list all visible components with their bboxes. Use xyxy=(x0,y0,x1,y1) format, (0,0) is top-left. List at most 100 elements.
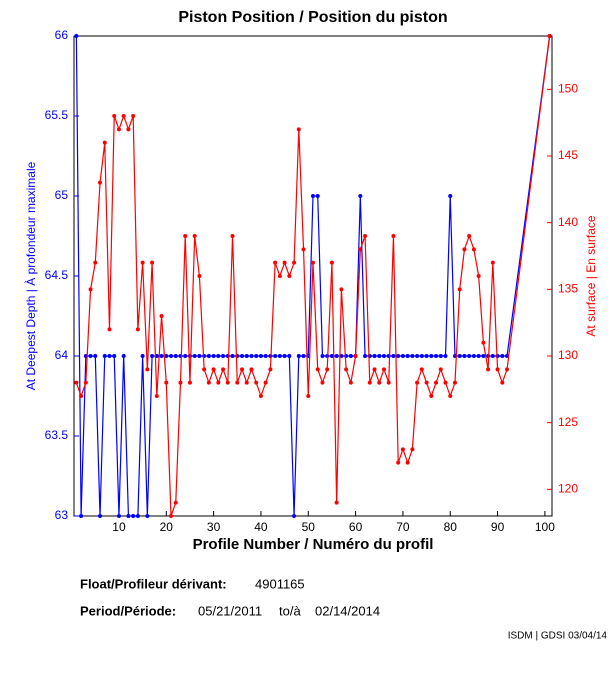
period-to: to/à xyxy=(279,603,301,618)
data-point xyxy=(74,380,79,385)
data-point xyxy=(74,34,79,38)
data-point xyxy=(173,500,178,505)
data-point xyxy=(154,394,159,398)
data-point xyxy=(471,247,476,252)
data-point xyxy=(88,287,93,292)
y2-tick-label: 130 xyxy=(558,348,578,362)
data-point xyxy=(102,354,107,358)
data-point xyxy=(150,354,155,358)
y-tick-label: 66 xyxy=(55,28,69,42)
data-point xyxy=(358,247,363,252)
data-point xyxy=(88,354,93,358)
data-point xyxy=(429,354,434,358)
data-point xyxy=(500,354,505,358)
data-point xyxy=(93,354,98,358)
data-point xyxy=(325,367,330,372)
data-point xyxy=(211,354,216,358)
data-point xyxy=(505,367,510,372)
data-point xyxy=(415,354,420,358)
data-point xyxy=(282,354,287,358)
data-point xyxy=(448,194,453,198)
data-point xyxy=(192,234,197,238)
data-point xyxy=(102,140,107,145)
data-point xyxy=(306,394,311,398)
data-point xyxy=(301,354,306,358)
data-point xyxy=(282,260,287,265)
data-point xyxy=(296,354,301,358)
data-point xyxy=(353,354,358,358)
data-point xyxy=(140,354,145,358)
data-point xyxy=(116,127,121,132)
y2-tick-label: 150 xyxy=(558,82,578,96)
data-point xyxy=(424,380,429,385)
data-point xyxy=(377,354,382,358)
period-label: Period/Période: xyxy=(80,603,176,618)
data-point xyxy=(249,354,254,358)
x-tick-label: 60 xyxy=(349,520,363,534)
y2-tick-label: 120 xyxy=(558,482,578,496)
data-point xyxy=(372,354,377,358)
data-point xyxy=(296,127,301,132)
data-point xyxy=(476,354,481,358)
data-point xyxy=(400,447,405,452)
data-point xyxy=(164,380,169,385)
data-point xyxy=(457,287,462,292)
data-point xyxy=(381,367,386,372)
y2-tick-label: 135 xyxy=(558,282,578,296)
data-point xyxy=(391,234,396,238)
data-point xyxy=(98,180,103,185)
data-point xyxy=(311,194,315,198)
data-point xyxy=(277,354,282,358)
x-tick-label: 40 xyxy=(254,520,268,534)
data-point xyxy=(500,380,505,385)
y-tick-label: 63.5 xyxy=(45,428,69,442)
data-point xyxy=(315,367,320,372)
data-point xyxy=(481,340,486,345)
data-point xyxy=(363,234,368,238)
data-point xyxy=(547,34,552,38)
data-point xyxy=(173,354,178,358)
data-point xyxy=(183,234,188,238)
data-point xyxy=(396,460,401,465)
data-point xyxy=(386,380,391,385)
period-end: 02/14/2014 xyxy=(315,603,380,618)
data-point xyxy=(301,247,306,252)
data-point xyxy=(363,354,368,358)
y2-axis-label: At surface | En surface xyxy=(584,215,598,336)
data-point xyxy=(202,367,207,372)
data-point xyxy=(192,354,197,358)
data-point xyxy=(405,460,410,465)
data-point xyxy=(107,354,112,358)
x-axis-label: Profile Number / Numéro du profil xyxy=(193,536,434,553)
data-point xyxy=(481,354,486,358)
x-tick-label: 80 xyxy=(444,520,458,534)
data-point xyxy=(93,260,98,265)
data-point xyxy=(121,114,126,118)
data-point xyxy=(268,367,273,372)
y-tick-label: 65.5 xyxy=(45,108,69,122)
data-point xyxy=(169,514,174,518)
data-point xyxy=(344,367,349,372)
data-point xyxy=(443,354,448,358)
data-point xyxy=(329,260,334,265)
data-point xyxy=(202,354,207,358)
data-point xyxy=(372,367,377,372)
data-point xyxy=(396,354,401,358)
data-point xyxy=(150,260,155,265)
data-point xyxy=(381,354,386,358)
data-point xyxy=(126,514,131,518)
data-point xyxy=(273,354,278,358)
data-point xyxy=(334,500,339,505)
data-point xyxy=(434,354,439,358)
data-point xyxy=(116,514,121,518)
data-point xyxy=(448,394,453,398)
data-point xyxy=(495,367,500,372)
data-point xyxy=(145,367,150,372)
data-point xyxy=(164,354,169,358)
data-point xyxy=(419,367,424,372)
data-point xyxy=(415,380,420,385)
data-point xyxy=(169,354,174,358)
float-label: Float/Profileur dérivant: xyxy=(80,576,227,591)
data-point xyxy=(405,354,410,358)
x-tick-label: 50 xyxy=(302,520,316,534)
